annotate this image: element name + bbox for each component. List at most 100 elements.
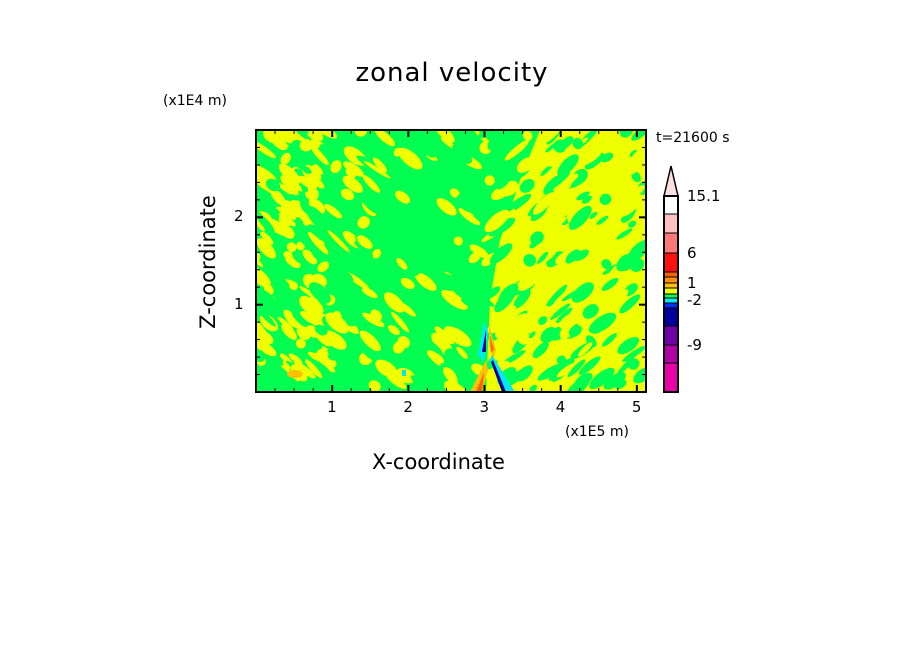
field-patch	[374, 130, 396, 147]
field-patch	[401, 294, 421, 313]
field-patch	[299, 311, 324, 327]
field-patch	[262, 365, 279, 380]
field-patch	[411, 221, 432, 242]
field-patch	[556, 307, 573, 324]
field-patch	[456, 346, 468, 359]
field-patch	[267, 205, 281, 214]
field-patch	[302, 165, 312, 175]
wave-feature	[476, 372, 484, 392]
field-patch	[311, 249, 327, 262]
field-patch	[256, 164, 277, 183]
colorbar-segment	[663, 213, 679, 234]
field-patch	[469, 289, 495, 307]
field-patch	[256, 339, 277, 357]
field-patch	[324, 203, 343, 219]
field-patch	[556, 361, 579, 378]
field-patch	[438, 224, 457, 239]
field-patch	[633, 367, 646, 384]
field-patch	[430, 165, 443, 177]
field-patch	[584, 152, 605, 170]
field-patch	[387, 172, 397, 181]
field-patch	[497, 175, 512, 190]
field-patch	[308, 282, 331, 304]
field-patch	[513, 313, 529, 326]
field-patch	[622, 345, 646, 362]
field-patch	[383, 292, 405, 313]
field-patch	[360, 286, 378, 299]
colorbar-segment	[663, 344, 679, 364]
field-patch	[256, 332, 265, 341]
wave-feature	[490, 335, 494, 352]
field-patch	[540, 164, 553, 176]
field-patch	[494, 305, 517, 325]
field-patch	[287, 145, 296, 154]
field-patch	[565, 249, 581, 264]
field-patch	[286, 242, 297, 252]
field-patch	[576, 191, 590, 201]
field-patch	[634, 131, 646, 145]
field-patch	[487, 132, 507, 152]
field-patch	[542, 305, 555, 317]
field-patch	[599, 172, 621, 191]
field-patch	[375, 359, 398, 378]
field-patch	[513, 289, 531, 309]
field-patch	[295, 338, 306, 349]
field-patch	[469, 244, 489, 259]
field-patch	[280, 152, 291, 165]
field-patch	[453, 145, 473, 164]
field-patch	[391, 311, 410, 333]
colorbar-label: 6	[687, 244, 697, 262]
colorbar-segment	[663, 276, 679, 284]
field-patch	[444, 290, 457, 302]
x-tick-label: 3	[479, 398, 490, 416]
field-patch	[283, 251, 301, 269]
field-patch	[315, 348, 329, 362]
field-patch	[630, 302, 642, 312]
colorbar-segment	[663, 362, 679, 393]
field-patch	[368, 380, 381, 392]
field-patch	[538, 316, 548, 325]
field-patch	[543, 130, 565, 143]
field-patch	[412, 315, 425, 326]
field-patch	[556, 355, 567, 365]
field-patch	[327, 230, 350, 253]
field-patch	[308, 198, 326, 214]
field-patch	[568, 205, 592, 230]
field-patch	[278, 163, 301, 185]
wave-feature	[491, 360, 506, 392]
field-patch	[425, 339, 443, 355]
colorbar-label: -2	[687, 291, 702, 309]
field-patch	[310, 144, 329, 166]
field-patch	[498, 283, 519, 305]
field-patch	[459, 272, 475, 286]
field-patch	[431, 140, 454, 163]
field-patch	[347, 234, 356, 243]
field-patch	[605, 289, 629, 313]
field-patch	[427, 238, 440, 249]
field-patch	[628, 167, 640, 175]
colorbar-segment	[663, 293, 679, 299]
field-patch	[306, 205, 329, 231]
field-patch	[519, 178, 535, 193]
field-patch	[546, 172, 571, 192]
field-patch	[532, 341, 549, 359]
field-patch	[537, 363, 563, 381]
field-patch	[615, 201, 637, 218]
field-patch	[363, 160, 391, 179]
colorbar-label: -9	[687, 336, 702, 354]
x-axis-label: X-coordinate	[372, 450, 505, 474]
field-patch	[551, 175, 572, 192]
wave-feature	[489, 325, 496, 360]
field-patch	[314, 324, 328, 336]
field-patch	[302, 249, 318, 265]
field-patch	[357, 216, 370, 229]
field-patch	[302, 330, 311, 339]
field-patch	[409, 333, 418, 341]
field-patch	[578, 342, 593, 357]
field-patch	[502, 208, 515, 222]
field-patch	[334, 268, 354, 286]
field-patch	[565, 376, 590, 392]
field-patch	[345, 168, 356, 179]
field-patch	[256, 217, 265, 232]
